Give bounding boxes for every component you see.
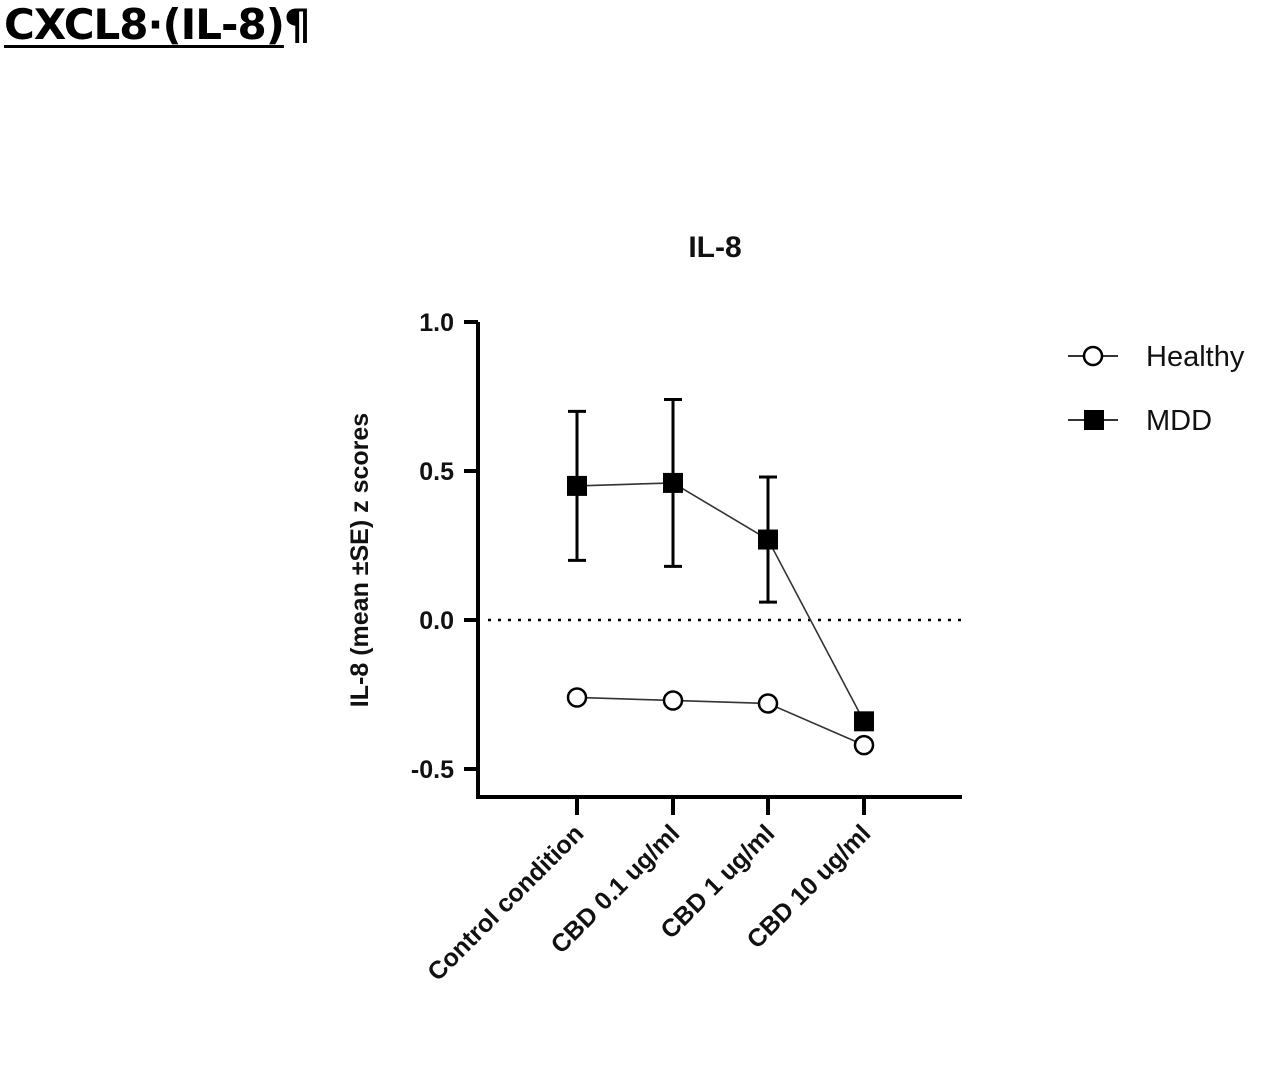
legend-square-icon bbox=[1084, 410, 1104, 430]
document-heading: CXCL8·(IL-8)¶ bbox=[4, 0, 311, 49]
series-mdd bbox=[567, 397, 874, 732]
y-tick-label: 0.5 bbox=[419, 458, 454, 486]
data-point-circle bbox=[566, 687, 588, 708]
legend: Healthy MDD bbox=[1068, 341, 1245, 437]
pilcrow-mark: ¶ bbox=[283, 0, 311, 49]
data-point-square bbox=[567, 475, 587, 496]
legend-label: MDD bbox=[1146, 405, 1212, 437]
data-point-circle bbox=[662, 690, 684, 711]
data-point-square bbox=[854, 711, 874, 732]
legend-item-healthy: Healthy bbox=[1068, 341, 1245, 373]
legend-label: Healthy bbox=[1146, 341, 1245, 373]
chart-title: IL-8 bbox=[688, 231, 741, 264]
data-point-circle bbox=[757, 693, 779, 714]
series-line bbox=[576, 482, 865, 722]
heading-text: CXCL8·(IL-8) bbox=[4, 0, 285, 49]
y-tick-label: 1.0 bbox=[419, 309, 454, 337]
series-line bbox=[576, 696, 865, 746]
data-point-square bbox=[663, 472, 683, 493]
x-tick-label: Control condition bbox=[422, 819, 589, 986]
legend-circle-icon bbox=[1082, 345, 1104, 367]
y-tick-label: -0.5 bbox=[411, 756, 454, 784]
y-tick-label: 0.0 bbox=[419, 607, 454, 635]
data-point-circle bbox=[853, 734, 875, 756]
series-healthy bbox=[566, 687, 875, 756]
y-axis-title: IL-8 (mean ±SE) z scores bbox=[346, 413, 374, 707]
legend-item-mdd: MDD bbox=[1068, 405, 1212, 437]
data-point-square bbox=[758, 529, 778, 550]
